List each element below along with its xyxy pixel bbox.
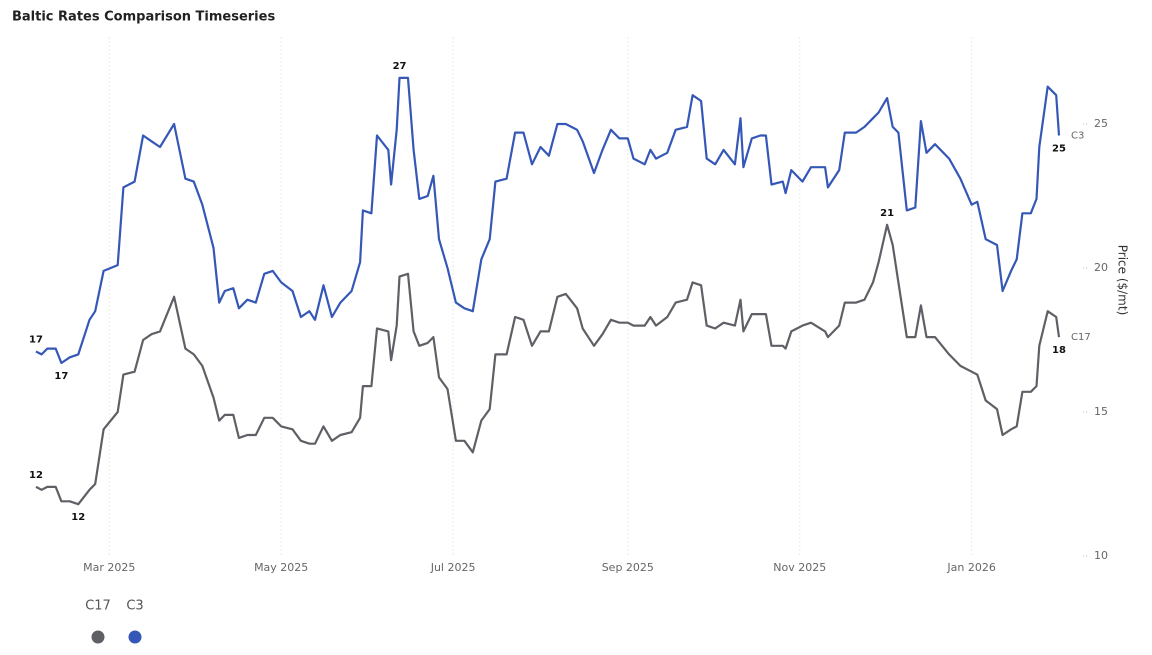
- x-tick-label: Mar 2025: [83, 561, 135, 574]
- legend-label: C3: [126, 599, 143, 614]
- chart-title: Baltic Rates Comparison Timeseries: [12, 10, 275, 25]
- y-tick-label: 25: [1094, 117, 1108, 130]
- data-label: 17: [54, 371, 68, 382]
- series-end-label: C17: [1071, 332, 1091, 343]
- legend-marker: [128, 630, 142, 644]
- legend-label: C17: [85, 599, 111, 614]
- x-tick-label: Jul 2025: [430, 561, 476, 574]
- data-label: 12: [71, 512, 85, 523]
- legend-marker: [91, 630, 105, 644]
- y-tick-label: 20: [1094, 261, 1108, 274]
- series-line: [35, 223, 1061, 506]
- x-tick-label: May 2025: [254, 561, 308, 574]
- x-tick-label: Nov 2025: [773, 561, 826, 574]
- data-label: 18: [1052, 345, 1066, 356]
- data-label: 25: [1052, 144, 1066, 155]
- data-label: 27: [393, 61, 407, 72]
- x-tick-label: Jan 2026: [946, 561, 995, 574]
- series-line: [35, 76, 1061, 365]
- y-tick-label: 15: [1094, 405, 1108, 418]
- data-label: 17: [29, 335, 43, 346]
- series-end-label: C3: [1071, 131, 1084, 142]
- x-tick-label: Sep 2025: [602, 561, 654, 574]
- data-label: 12: [29, 470, 43, 481]
- data-label: 21: [880, 208, 894, 219]
- y-axis-title: Price ($/mt): [1116, 245, 1130, 316]
- y-tick-label: 10: [1094, 549, 1108, 562]
